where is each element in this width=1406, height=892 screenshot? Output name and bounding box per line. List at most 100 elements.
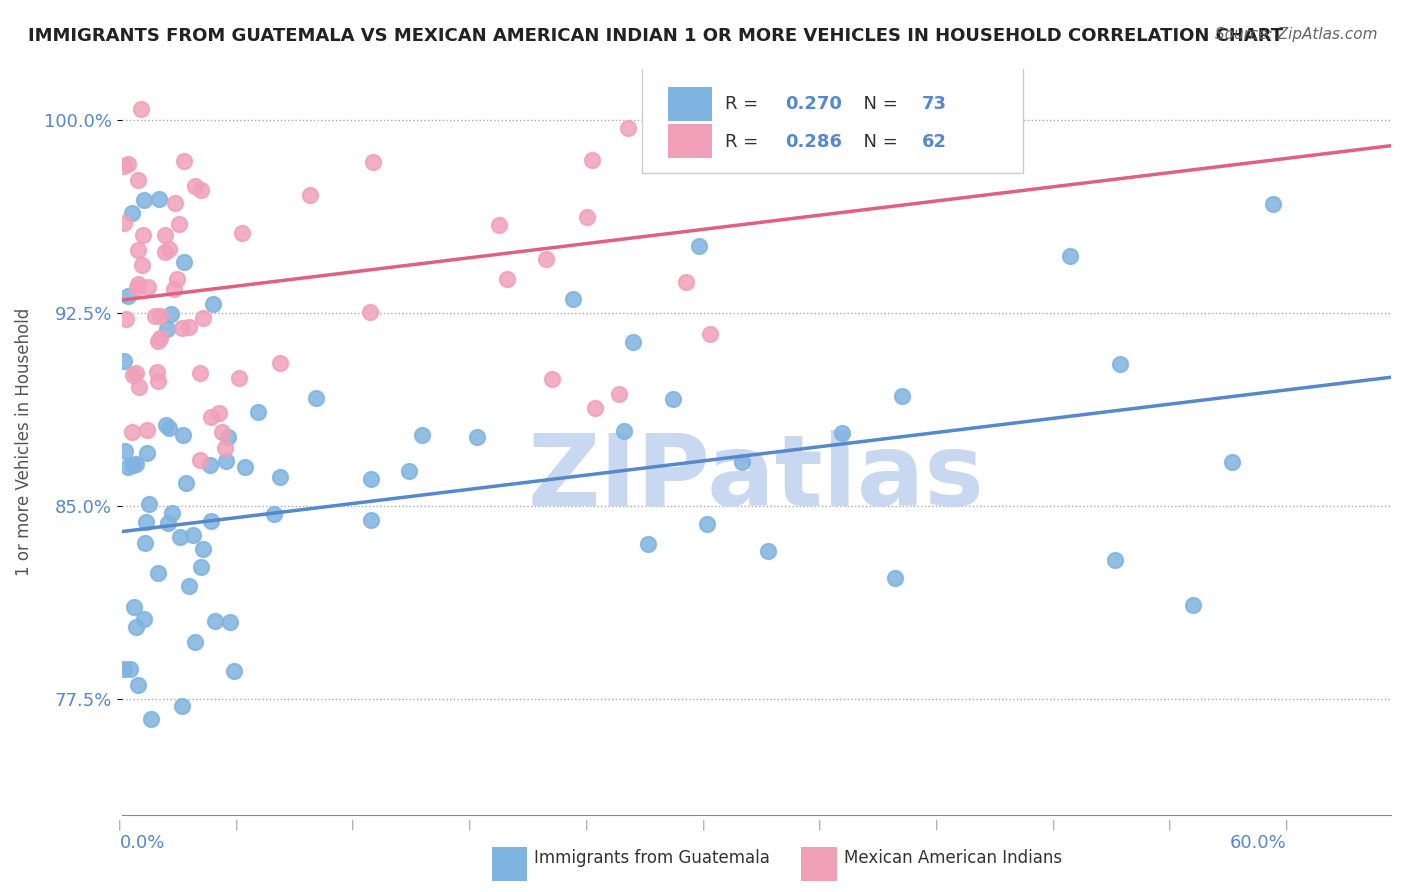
Point [222,664,245,678]
Point [135,515,157,529]
Point [138,280,160,294]
Text: R =: R = [724,133,763,151]
Point [127,244,149,258]
Point [132,612,155,626]
FancyBboxPatch shape [643,61,1024,173]
Point [117,157,139,171]
Point [188,453,211,467]
Text: |: | [352,820,354,830]
Point [1108,357,1130,371]
Point [149,309,172,323]
Text: |: | [1168,820,1171,830]
Text: |: | [585,820,588,830]
Point [155,228,177,243]
Point [696,517,718,532]
Point [488,219,510,233]
Point [269,469,291,483]
Point [688,141,710,155]
Point [201,297,224,311]
Text: |: | [702,820,704,830]
Point [156,322,179,336]
Point [157,243,180,257]
Point [125,366,148,380]
Point [207,407,229,421]
Point [166,272,188,286]
Text: 0.270: 0.270 [786,95,842,113]
Point [200,409,222,424]
Point [184,178,207,193]
Text: 73: 73 [921,95,946,113]
Point [884,571,907,585]
Point [607,387,630,401]
Point [675,275,697,289]
Point [172,428,194,442]
Point [756,544,779,558]
Text: |: | [235,820,238,830]
Point [540,372,562,386]
Point [121,425,143,439]
Point [831,425,853,440]
Point [117,289,139,303]
Point [1104,553,1126,567]
Point [131,102,153,116]
Text: |: | [1052,820,1054,830]
Point [177,319,200,334]
Point [263,507,285,521]
Point [219,615,242,629]
Point [411,427,433,442]
Point [617,120,640,135]
Point [125,457,148,471]
Point [1059,249,1081,263]
Point [637,537,659,551]
Point [121,206,143,220]
Point [117,460,139,475]
Point [173,153,195,168]
Point [575,211,598,225]
Text: ZIPatlas: ZIPatlas [529,430,984,527]
Point [465,430,488,444]
Point [134,536,156,550]
Point [112,353,135,368]
Point [132,227,155,242]
Point [174,475,197,490]
Point [228,371,250,385]
Point [688,238,710,252]
Point [247,405,270,419]
Point [127,280,149,294]
Text: Source: ZipAtlas.com: Source: ZipAtlas.com [1215,27,1378,42]
Point [361,155,384,169]
Point [132,193,155,207]
Point [146,566,169,580]
Point [136,423,159,437]
Point [583,401,606,415]
Point [135,446,157,460]
Point [359,304,381,318]
Text: N =: N = [852,95,903,113]
Point [163,282,186,296]
Point [143,309,166,323]
FancyBboxPatch shape [668,125,711,158]
Point [149,331,172,345]
Text: 0.286: 0.286 [786,133,842,151]
Point [122,458,145,472]
Point [127,173,149,187]
Text: |: | [118,820,121,830]
Text: |: | [818,820,821,830]
Point [200,514,222,528]
Text: |: | [468,820,471,830]
Text: |: | [935,820,938,830]
Point [160,307,183,321]
Point [534,252,557,266]
Point [173,255,195,269]
Point [146,334,169,348]
Point [1181,599,1204,613]
Point [1220,454,1243,468]
Point [177,579,200,593]
Point [621,334,644,349]
Point [122,600,145,615]
Point [214,454,236,468]
FancyBboxPatch shape [668,87,711,120]
Text: 62: 62 [921,133,946,151]
Text: R =: R = [724,95,763,113]
Text: 0.0%: 0.0% [120,834,165,852]
